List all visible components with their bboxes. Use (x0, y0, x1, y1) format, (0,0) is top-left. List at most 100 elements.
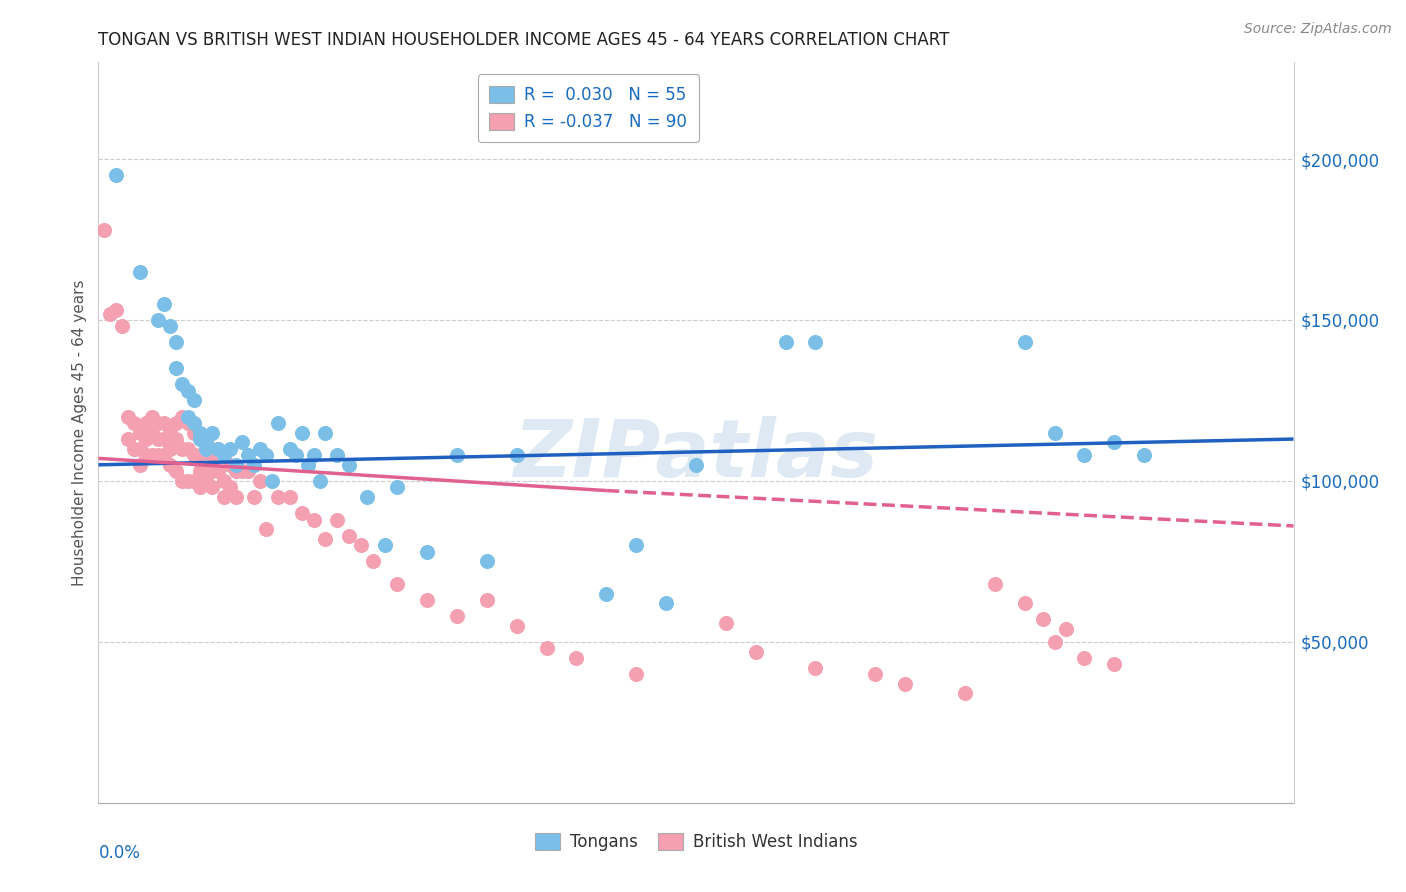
Point (201, 480, 224, 494)
Y-axis label: Householder Income Ages 45 - 64 years: Householder Income Ages 45 - 64 years (72, 279, 87, 586)
Point (225, 490, 247, 504)
Point (416, 545, 439, 559)
Point (195, 474, 218, 488)
Point (506, 448, 529, 462)
Point (165, 361, 187, 376)
Point (243, 458, 266, 472)
Point (1073, 448, 1095, 462)
Point (195, 442, 218, 456)
Text: TONGAN VS BRITISH WEST INDIAN HOUSEHOLDER INCOME AGES 45 - 64 YEARS CORRELATION : TONGAN VS BRITISH WEST INDIAN HOUSEHOLDE… (98, 31, 950, 49)
Point (315, 532, 337, 546)
Point (953, 686, 976, 700)
Point (117, 432, 139, 446)
Point (148, 432, 170, 446)
Point (267, 490, 290, 504)
Point (243, 490, 266, 504)
Point (315, 425, 337, 440)
Point (984, 577, 1007, 591)
Point (135, 432, 157, 446)
Point (195, 435, 218, 450)
Point (159, 319, 181, 334)
Point (326, 512, 349, 526)
Point (135, 448, 157, 462)
Point (141, 448, 163, 462)
Point (219, 458, 242, 472)
Point (219, 442, 242, 456)
Point (165, 416, 187, 430)
Point (260, 474, 283, 488)
Point (267, 416, 290, 430)
Point (1104, 435, 1126, 450)
Point (291, 506, 314, 520)
Point (714, 615, 737, 630)
Point (284, 448, 307, 462)
Point (385, 577, 409, 591)
Point (105, 168, 128, 182)
Point (129, 425, 152, 440)
Point (141, 409, 163, 424)
Point (249, 442, 271, 456)
Point (183, 474, 205, 488)
Point (249, 474, 271, 488)
Point (212, 474, 235, 488)
Point (188, 448, 211, 462)
Point (159, 442, 181, 456)
Point (177, 474, 200, 488)
Point (254, 522, 277, 536)
Point (374, 538, 396, 552)
Point (278, 442, 301, 456)
Point (183, 416, 205, 430)
Point (254, 448, 277, 462)
Point (865, 667, 887, 681)
Point (183, 425, 205, 440)
Point (775, 335, 797, 350)
Point (804, 660, 827, 674)
Point (124, 442, 146, 456)
Point (172, 474, 194, 488)
Text: 0.0%: 0.0% (98, 844, 141, 862)
Point (236, 464, 259, 478)
Point (165, 432, 187, 446)
Point (297, 458, 319, 472)
Point (1032, 612, 1054, 626)
Point (172, 377, 194, 392)
Point (302, 512, 325, 526)
Point (177, 384, 200, 398)
Point (172, 409, 194, 424)
Point (1043, 425, 1066, 440)
Point (565, 651, 588, 665)
Point (225, 464, 247, 478)
Point (685, 458, 707, 472)
Point (626, 667, 648, 681)
Point (475, 554, 498, 568)
Point (201, 448, 224, 462)
Point (1056, 622, 1078, 636)
Point (225, 458, 247, 472)
Point (141, 425, 163, 440)
Point (207, 442, 229, 456)
Point (177, 442, 200, 456)
Point (219, 480, 242, 494)
Point (135, 416, 157, 430)
Point (1014, 335, 1036, 350)
Point (1104, 657, 1126, 672)
Point (129, 442, 152, 456)
Point (124, 416, 146, 430)
Point (153, 297, 176, 311)
Point (207, 442, 229, 456)
Point (177, 416, 200, 430)
Point (1073, 651, 1095, 665)
Text: ZIPatlas: ZIPatlas (513, 416, 879, 494)
Point (129, 265, 152, 279)
Point (117, 409, 139, 424)
Point (98, 306, 122, 320)
Text: Source: ZipAtlas.com: Source: ZipAtlas.com (1244, 22, 1392, 37)
Legend: Tongans, British West Indians: Tongans, British West Indians (529, 826, 863, 857)
Point (1133, 448, 1156, 462)
Point (153, 432, 176, 446)
Point (148, 448, 170, 462)
Point (159, 425, 181, 440)
Point (1043, 635, 1066, 649)
Point (894, 676, 917, 690)
Point (231, 435, 253, 450)
